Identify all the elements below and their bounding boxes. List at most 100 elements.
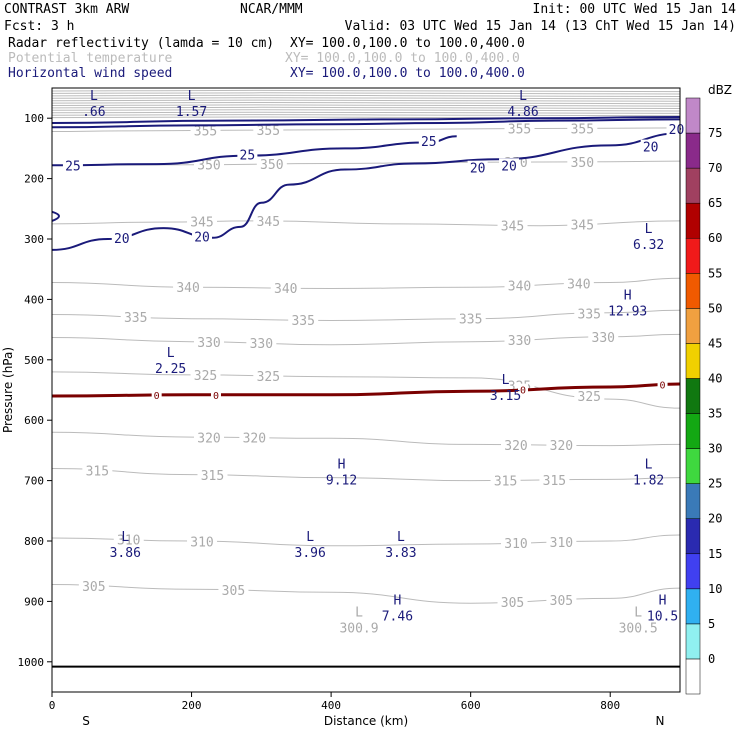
- upper-theta-line: [51, 94, 681, 97]
- theta-label: 325: [578, 390, 601, 405]
- theta-label-bg: [497, 218, 528, 232]
- wind-label: 20: [114, 232, 130, 247]
- upper-theta-line: [51, 97, 681, 100]
- extremum-value: 300.5: [619, 622, 658, 637]
- colorbar-swatch: [685, 308, 701, 344]
- plot-frame: [51, 87, 681, 693]
- freezing-label: 0: [520, 386, 526, 397]
- theta-label: 345: [571, 218, 594, 233]
- upper-theta-line: [51, 92, 681, 95]
- y-tick-label: 600: [24, 414, 44, 427]
- theta-label-bg: [239, 430, 270, 444]
- y-tick-label: 500: [24, 354, 44, 367]
- wind-label-bg: [237, 147, 258, 161]
- extremum-low-marker: L: [519, 89, 527, 104]
- y-tick-label: 1000: [18, 656, 45, 669]
- freezing-line: [51, 382, 681, 398]
- theta-contours: 3553553553553503503503503453453453453403…: [51, 121, 681, 611]
- theta-label: 320: [243, 432, 266, 447]
- theta-label: 350: [260, 158, 283, 173]
- theta-label-bg: [546, 593, 577, 607]
- extremum-low-marker: L: [645, 458, 653, 473]
- extremum-value: 2.25: [155, 362, 186, 377]
- theta-label-bg: [563, 276, 594, 290]
- y-tick-label: 900: [24, 595, 44, 608]
- freezing-label: 0: [213, 391, 219, 402]
- extremum-value: .66: [82, 105, 105, 120]
- wind-contour-lobe: [51, 210, 60, 222]
- y-tick-label: 700: [24, 475, 44, 488]
- extremum-low-marker: L: [355, 606, 363, 621]
- forecast-hour: Fcst: 3 h: [4, 19, 74, 34]
- theta-label: 320: [504, 439, 527, 454]
- theta-label-bg: [288, 313, 319, 327]
- wind-label: 20: [501, 159, 517, 174]
- theta-label: 355: [194, 124, 217, 139]
- colorbar-swatch: [685, 448, 701, 484]
- y-tick-label: 200: [24, 173, 44, 186]
- theta-label-bg: [190, 123, 221, 137]
- theta-label-bg: [194, 430, 224, 444]
- theta-label: 335: [124, 311, 147, 326]
- theta-label: 310: [190, 535, 213, 550]
- colorbar-label: 40: [708, 371, 722, 385]
- theta-label-bg: [253, 123, 284, 137]
- extremum-value: 4.86: [507, 105, 538, 120]
- colorbar-swatch: [685, 553, 701, 590]
- theta-label-bg: [546, 438, 577, 452]
- freezing-label: 0: [154, 391, 160, 402]
- wind-label-bg: [418, 134, 439, 148]
- theta-label-bg: [82, 463, 113, 477]
- theta-label-bg: [113, 532, 144, 546]
- theta-label: 340: [567, 278, 590, 293]
- colorbar-unit: dBZ: [708, 83, 732, 97]
- theta-label-bg: [501, 536, 532, 550]
- extremum-value: 9.12: [326, 474, 357, 489]
- freezing-label-bg: [151, 389, 162, 401]
- extremum-high-marker: H: [393, 593, 401, 608]
- extremum-value: 10.5: [647, 609, 678, 624]
- upper-theta-line: [51, 101, 681, 105]
- theta-contour-340: [51, 277, 681, 290]
- theta-label: 305: [82, 580, 105, 595]
- theta-label: 345: [190, 216, 213, 231]
- colorbar-label: 30: [708, 442, 722, 456]
- y-axis-label: Pressure (hPa): [1, 347, 15, 433]
- x-tick-label: 600: [461, 699, 481, 712]
- colorbar-label: 55: [708, 266, 722, 280]
- theta-label: 335: [578, 308, 601, 323]
- y-tick-label: 300: [24, 233, 44, 246]
- extremum-low-marker: L: [167, 346, 175, 361]
- wind-label: 25: [421, 135, 437, 150]
- extremum-low-marker: L: [645, 222, 653, 237]
- x-tick-label: 800: [600, 699, 620, 712]
- colorbar-label: 45: [708, 336, 722, 350]
- extremum-value: 3.86: [110, 546, 141, 561]
- wind-label: 20: [669, 123, 685, 138]
- theta-label-bg: [190, 368, 221, 382]
- wind-label: 20: [470, 162, 486, 177]
- theta-label: 330: [508, 334, 531, 349]
- extremum-value: 3.83: [385, 546, 416, 561]
- theta-label: 305: [550, 594, 573, 609]
- theta-label-bg: [253, 368, 284, 382]
- theta-contour-305: [51, 584, 681, 604]
- theta-label: 350: [197, 159, 220, 174]
- extremum-low-marker: L: [188, 89, 196, 104]
- theta-label-bg: [546, 535, 577, 549]
- colorbar-label: 60: [708, 231, 722, 245]
- x-axis-label: Distance (km): [324, 714, 408, 728]
- theta-label: 335: [291, 314, 314, 329]
- colorbar-swatch: [685, 658, 701, 695]
- colorbar-label: 50: [708, 301, 722, 315]
- theta-contour-315: [51, 468, 681, 482]
- theta-contour-325: [51, 371, 681, 409]
- colorbar-swatch: [685, 97, 701, 134]
- colorbar-swatch: [685, 588, 701, 625]
- theta-label-bg: [539, 472, 570, 486]
- colorbar-swatch: [685, 237, 701, 274]
- colorbar-label: 15: [708, 547, 722, 561]
- upper-theta-line: [51, 114, 681, 117]
- extremum-low-marker: L: [634, 606, 642, 621]
